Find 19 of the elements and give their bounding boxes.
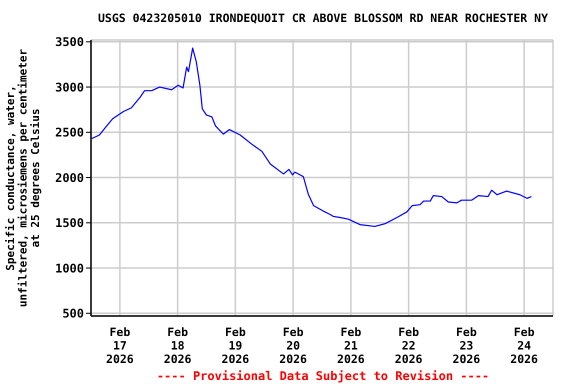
x-tick-label: Feb 23 2026 [452,325,480,366]
y-tick-label: 1000 [55,261,84,276]
y-axis-title: Specific conductance, water, unfiltered, microsiemens per centimeter at 25 degrees Celsius [4,48,42,308]
y-tick-label: 3000 [55,80,84,94]
y-tick-label: 1500 [55,216,84,230]
x-tick-label: Feb 24 2026 [510,325,538,366]
x-tick-label: Feb 17 2026 [106,325,134,366]
x-tick-label: Feb 21 2026 [337,325,365,366]
x-tick-label: Feb 19 2026 [222,325,250,366]
chart-title: USGS 0423205010 IRONDEQUOIT CR ABOVE BLOSSOM RD NEAR ROCHESTER NY [98,11,548,25]
y-tick-label: 2000 [55,170,84,185]
y-tick-label: 3500 [55,35,84,50]
x-tick-label: Feb 20 2026 [279,325,308,366]
y-tick-label: 500 [62,306,84,321]
y-tick-label: 2500 [55,126,84,140]
x-tick-label: Feb 22 2026 [394,325,423,366]
x-tick-label: Feb 18 2026 [164,325,192,366]
text: ---- Provisional Data Subject to Revision ---- [156,369,490,383]
line-series [91,48,532,228]
